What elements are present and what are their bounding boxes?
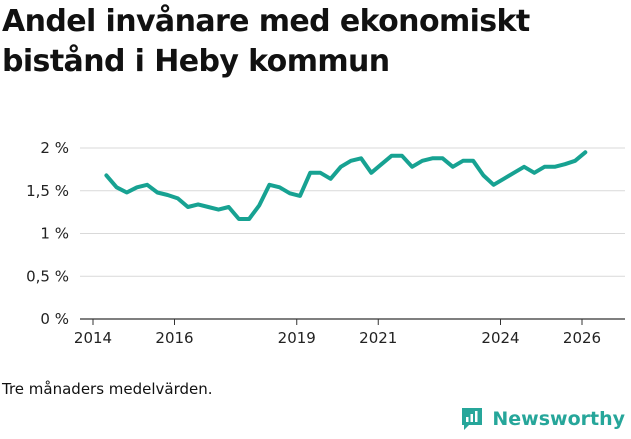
brand-name: Newsworthy xyxy=(492,408,625,430)
y-tick-label: 2 % xyxy=(40,139,69,157)
brand-logo: Newsworthy xyxy=(460,406,625,432)
chart-title: Andel invånare med ekonomiskt bistånd i … xyxy=(2,4,530,79)
chart-note: Tre månaders medelvärden. xyxy=(2,380,213,398)
y-tick-label: 1 % xyxy=(40,225,69,243)
series-line xyxy=(104,150,588,221)
line-chart: 0 % 0,5 % 1 % 1,5 % 2 % 2014 2016 2019 2021 2024… xyxy=(26,139,625,347)
y-tick-label: 0,5 % xyxy=(26,267,69,285)
newsworthy-logo-icon xyxy=(462,408,483,430)
x-tick-label: 2016 xyxy=(155,329,193,347)
x-tick-label: 2014 xyxy=(74,329,112,347)
y-tick-label: 1,5 % xyxy=(26,182,69,200)
y-axis-ticks: 0 % 0,5 % 1 % 1,5 % 2 % xyxy=(26,139,69,328)
x-tick-label: 2026 xyxy=(563,329,601,347)
x-tick-label: 2019 xyxy=(278,329,316,347)
x-tick-label: 2024 xyxy=(481,329,519,347)
gridlines xyxy=(80,147,625,320)
x-tick-label: 2021 xyxy=(359,329,397,347)
y-tick-label: 0 % xyxy=(40,310,69,328)
x-axis-ticks: 2014 2016 2019 2021 2024 2026 xyxy=(74,319,601,347)
